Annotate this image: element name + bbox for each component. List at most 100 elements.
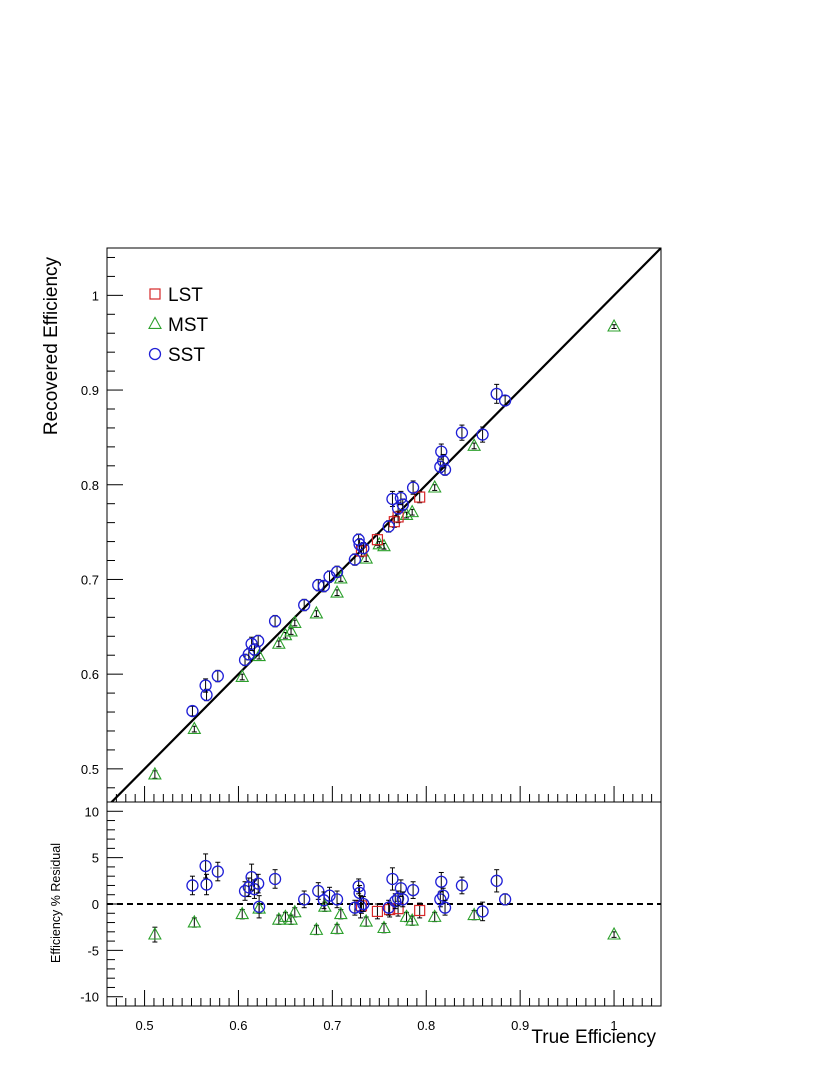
residual-sst-point xyxy=(186,879,199,892)
main-sst-point xyxy=(353,538,366,551)
main-sst-point xyxy=(317,579,331,593)
residual-sst-point xyxy=(386,872,399,886)
residual-sst-point xyxy=(382,901,395,914)
residual-mst-point xyxy=(287,904,302,918)
main-mst-point xyxy=(330,584,344,598)
residual-mst-point xyxy=(284,912,298,925)
residual-sst-point xyxy=(435,875,448,888)
main-sst-point xyxy=(490,387,503,400)
main-lst-point xyxy=(355,545,368,557)
main-sst-point xyxy=(396,498,409,511)
residual-sst-point xyxy=(211,865,224,878)
residual-sst-point xyxy=(330,893,344,906)
main-mst-point xyxy=(359,550,374,564)
main-sst-point xyxy=(498,394,512,407)
residual-sst-point xyxy=(238,884,252,898)
x-tick-label: 1 xyxy=(610,1018,617,1033)
main-sst-point xyxy=(455,426,469,439)
main-mst-point xyxy=(309,605,324,619)
main-sst-point xyxy=(248,643,261,656)
residual-mst-point xyxy=(309,922,324,935)
residual-y-tick-label: -10 xyxy=(80,990,99,1005)
residual-sst-point xyxy=(389,895,402,908)
residual-sst-point xyxy=(354,900,367,913)
residual-sst-point xyxy=(245,870,258,884)
residual-sst-point xyxy=(252,900,266,913)
x-tick-label: 0.5 xyxy=(136,1018,154,1033)
main-lst-point xyxy=(371,534,384,546)
legend-lst-label: LST xyxy=(168,285,203,306)
main-mst-point xyxy=(271,636,286,649)
main-sst-point xyxy=(348,553,362,566)
main-sst-point xyxy=(406,481,420,494)
main-mst-point xyxy=(187,721,202,735)
main-mst-point xyxy=(467,438,482,451)
main-mst-point xyxy=(405,504,420,518)
residual-sst-point xyxy=(437,889,450,902)
main-sst-point xyxy=(435,445,448,458)
residual-lst-point xyxy=(371,905,384,918)
main-mst-point xyxy=(147,766,162,780)
residual-mst-point xyxy=(333,906,348,920)
residual-y-tick-label: 10 xyxy=(85,804,99,819)
main-sst-point xyxy=(330,565,344,579)
residual-mst-point xyxy=(399,909,414,922)
legend-mst-marker xyxy=(148,316,162,329)
main-mst-point xyxy=(427,479,442,493)
main-mst-point xyxy=(607,318,621,332)
x-tick-label: 0.8 xyxy=(417,1018,435,1033)
residual-mst-point xyxy=(278,909,293,922)
residual-y-tick-label: 5 xyxy=(92,851,99,866)
main-sst-point xyxy=(298,598,311,612)
main-sst-point xyxy=(476,428,489,441)
main-y-tick-label: 0.8 xyxy=(81,478,99,493)
legend: LST MST SST xyxy=(148,285,209,366)
x-tick-label: 0.7 xyxy=(323,1018,341,1033)
residual-mst-point xyxy=(405,912,420,926)
residual-mst-point xyxy=(187,914,202,928)
residual-sst-point xyxy=(476,905,489,918)
residual-lst-point xyxy=(384,903,396,916)
residual-mst-point xyxy=(235,906,250,920)
residual-sst-point xyxy=(396,893,409,906)
residual-mst-point xyxy=(427,909,442,922)
main-sst-point xyxy=(186,704,199,718)
main-y-tick-label: 1 xyxy=(92,288,99,303)
residual-sst-point xyxy=(352,880,365,893)
residual-panel: 0.5 0.6 0.7 0.8 0.9 1 -10 -5 0 5 10 xyxy=(80,801,662,1033)
main-sst-point xyxy=(394,491,408,505)
legend-sst-label: SST xyxy=(168,345,205,366)
main-sst-point xyxy=(211,669,224,683)
identity-line xyxy=(110,248,661,802)
residual-y-tick-label: 0 xyxy=(92,897,99,912)
residual-mst-point xyxy=(377,920,391,934)
main-sst-point xyxy=(386,492,399,506)
legend-mst-label: MST xyxy=(168,315,209,336)
residual-lst-point xyxy=(414,904,426,917)
residual-sst-point xyxy=(323,889,336,902)
main-mst-point xyxy=(278,627,293,641)
main-sst-point xyxy=(199,679,212,692)
residual-mst-point xyxy=(271,912,286,925)
residual-sst-point xyxy=(268,872,282,886)
residual-sst-point xyxy=(312,884,325,898)
main-sst-point xyxy=(200,688,213,702)
main-sst-point xyxy=(437,454,450,468)
residual-sst-point xyxy=(498,893,512,906)
legend-lst-marker xyxy=(149,288,161,300)
main-sst-point xyxy=(438,463,452,476)
main-lst-point xyxy=(414,491,426,503)
x-tick-label: 0.9 xyxy=(511,1018,529,1033)
residual-sst-point xyxy=(298,893,311,906)
residual-sst-point xyxy=(357,897,370,911)
residual-mst-point xyxy=(330,921,344,934)
residual-sst-point xyxy=(490,874,503,887)
main-y-tick-label: 0.9 xyxy=(81,383,99,398)
residual-sst-point xyxy=(353,886,366,900)
x-axis-label: True Efficiency xyxy=(531,1027,656,1048)
main-sst-point xyxy=(382,520,395,533)
x-tick-label: 0.6 xyxy=(229,1018,247,1033)
residual-sst-point xyxy=(438,901,452,914)
main-mst-point xyxy=(235,669,250,682)
